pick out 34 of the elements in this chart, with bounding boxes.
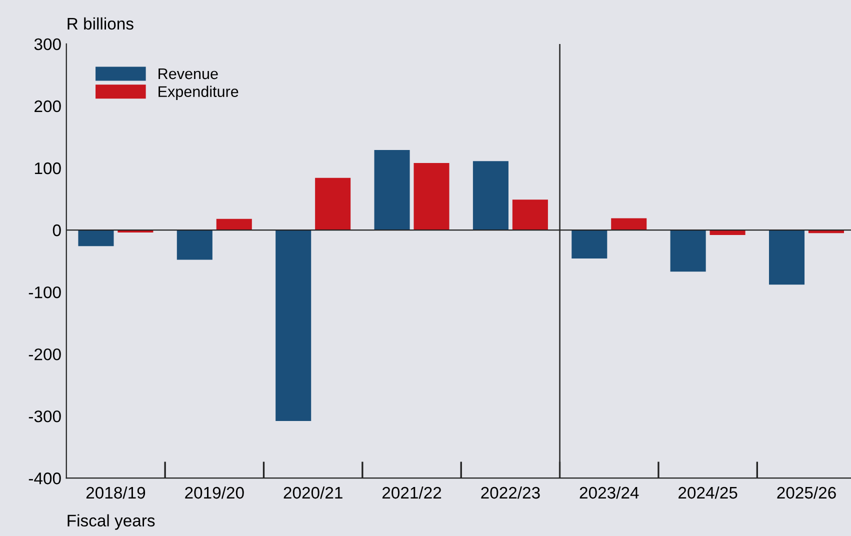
x-tick-label: 2024/25 [678,486,738,499]
x-tick-label: 2023/24 [580,486,639,499]
y-tick-label: 200 [34,100,61,112]
y-axis-title: R billions [68,17,134,30]
x-tick-label: 2025/26 [777,486,836,499]
x-tick-label: 2020/21 [284,486,342,499]
bar [176,230,212,260]
bar [216,218,252,230]
y-tick-label: -100 [28,286,61,298]
bar [414,163,450,230]
bar [276,230,312,422]
legend-label: Expenditure [158,86,238,100]
bar [374,150,410,230]
y-tick-label: -200 [28,348,61,360]
y-tick-label: 100 [34,162,61,174]
bar [78,230,114,246]
bar [512,200,548,230]
x-tick-label: 2019/20 [185,486,244,499]
y-tick-label: -400 [28,472,61,484]
legend-label: Revenue [158,68,218,80]
x-axis-title: Fiscal years [68,514,155,530]
y-tick-label: -300 [28,410,61,422]
y-tick-label: 0 [52,224,61,236]
bar [670,230,706,272]
bar [572,230,608,259]
bar [611,218,647,230]
bar [472,161,508,230]
bar [710,230,746,235]
x-tick-label: 2021/22 [382,486,442,499]
x-tick-label: 2018/19 [86,486,146,499]
bar [315,178,351,230]
bar [768,230,805,285]
y-tick-label: 300 [34,38,61,50]
x-tick-label: 2022/23 [481,486,540,499]
